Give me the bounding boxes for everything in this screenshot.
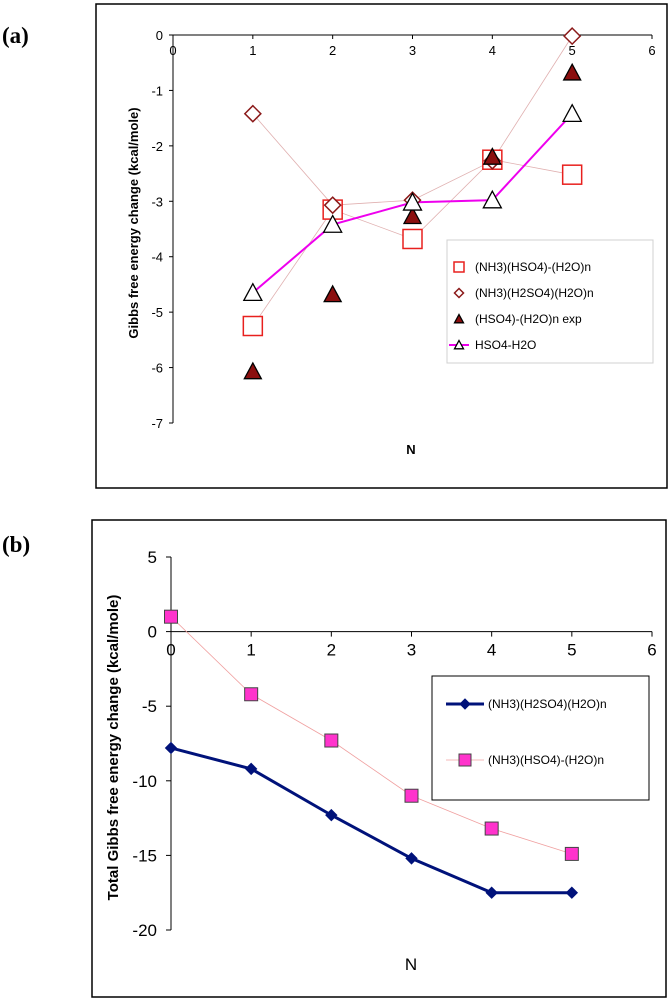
data-point-hso4-h2o (482, 189, 503, 209)
data-point-nh3-h2so4-h2o-n (325, 808, 338, 822)
y-axis-title: Total Gibbs free energy change (kcal/mol… (105, 595, 122, 901)
data-point-nh3-hso4-h2o-n (561, 164, 583, 185)
legend-marker-hso4-h2o-n-exp (453, 313, 465, 324)
data-point-nh3-h2so4-h2o-n (244, 762, 258, 776)
y-tick-label: -10 (132, 772, 157, 791)
x-tick-label: 0 (166, 641, 175, 660)
data-point-nh3-h2so4-h2o-n (565, 886, 579, 899)
legend-label-hso4-h2o: HSO4-H2O (475, 338, 536, 352)
data-point-hso4-h2o-n-exp (243, 361, 263, 380)
legend-marker-nh3-hso4-h2o-n (458, 753, 472, 767)
data-point-hso4-h2o (562, 103, 583, 123)
legend-a: (NH3)(HSO4)-(H2O)n (NH3)(H2SO4)(H2O)n (HSO… (446, 239, 654, 364)
y-tick-label: -4 (151, 250, 163, 265)
data-point-nh3-hso4-h2o-n (324, 733, 339, 748)
y-axis-title: Gibbs free energy change (kcal/mole) (126, 107, 141, 338)
data-point-hso4-h2o (322, 214, 343, 233)
legend-b: (NH3)(H2SO4)(H2O)n (NH3)(HSO4)-(H2O)n (431, 675, 650, 801)
y-tick-label: -15 (132, 846, 157, 865)
y-tick-label: -5 (151, 305, 163, 320)
legend-marker-hso4-h2o (453, 339, 465, 350)
legend-marker-nh3-h2so4-h2o-n (453, 287, 465, 299)
legend-b-box (431, 675, 650, 801)
data-point-nh3-hso4-h2o-n (402, 228, 423, 250)
chart-b: 0 1 2 3 4 5 6 5 0 -5 -10 -15 -20 Total Gibbs free ene… (105, 548, 657, 974)
series-line-nh3-hso4-h2o-n (170, 616, 572, 855)
y-tick-label: -20 (132, 921, 157, 940)
data-point-nh3-h2so4-h2o-n (563, 27, 582, 46)
legend-label-nh3-hso4-h2o-n: (NH3)(HSO4)-(H2O)n (488, 753, 604, 767)
data-point-nh3-hso4-h2o-n (164, 609, 178, 624)
y-tick-label: 0 (148, 623, 157, 642)
panel-a-label: (a) (2, 23, 29, 48)
y-tick-label: 5 (148, 548, 157, 567)
x-tick-label: 3 (409, 43, 416, 58)
data-point-hso4-h2o (242, 282, 263, 302)
legend-marker-nh3-h2so4-h2o-n (459, 698, 471, 710)
panel-b-label: (b) (2, 532, 30, 557)
data-point-hso4-h2o-n-exp (402, 206, 423, 225)
y-tick-label: -1 (151, 83, 163, 98)
x-tick-label: 6 (648, 43, 655, 58)
legend-label-nh3-h2so4-h2o-n: (NH3)(H2SO4)(H2O)n (475, 286, 594, 300)
legend-marker-nh3-hso4-h2o-n (453, 261, 465, 273)
y-tick-label: -3 (151, 194, 163, 209)
data-point-nh3-hso4-h2o-n (564, 846, 579, 861)
x-axis-title: N (406, 442, 415, 457)
y-tick-label: -6 (151, 361, 163, 376)
x-tick-label: 6 (647, 641, 656, 660)
legend-label-nh3-hso4-h2o-n: (NH3)(HSO4)-(H2O)n (475, 260, 591, 274)
data-point-hso4-h2o-n-exp (482, 147, 502, 165)
x-tick-label: 5 (567, 641, 576, 660)
x-tick-label: 3 (407, 641, 416, 660)
y-tick-label: 0 (156, 28, 163, 43)
data-point-hso4-h2o-n-exp (323, 284, 343, 303)
x-tick-label: 4 (489, 43, 496, 58)
legend-a-box (446, 239, 654, 364)
data-point-nh3-hso4-h2o-n (244, 687, 259, 702)
x-tick-label: 4 (487, 641, 496, 660)
data-point-nh3-hso4-h2o-n (242, 315, 264, 337)
series-line-nh3-h2so4-h2o-n (170, 746, 572, 895)
legend-label-hso4-h2o-n-exp: (HSO4)-(H2O)n exp (475, 312, 582, 326)
y-tick-label: -7 (151, 416, 163, 431)
data-point-hso4-h2o (402, 192, 423, 211)
legend-label-nh3-h2so4-h2o-n: (NH3)(H2SO4)(H2O)n (488, 697, 607, 711)
x-tick-label: 1 (249, 43, 256, 58)
data-point-nh3-h2so4-h2o-n (485, 886, 498, 899)
x-tick-label: 2 (327, 641, 336, 660)
x-tick-label: 0 (169, 43, 176, 58)
data-point-nh3-hso4-h2o-n (484, 821, 499, 836)
data-point-nh3-h2so4-h2o-n (243, 104, 262, 123)
chart-a: 0 1 2 3 4 5 6 0 -1 -2 -3 -4 -5 -6 -7 Gibbs free energy … (126, 27, 656, 457)
y-tick-label: -2 (151, 139, 163, 154)
data-point-nh3-h2so4-h2o-n (164, 741, 178, 755)
data-point-nh3-h2so4-h2o-n (405, 852, 418, 865)
x-tick-label: 2 (329, 43, 336, 58)
y-tick-label: -5 (142, 697, 157, 716)
x-tick-label: 1 (246, 641, 255, 660)
x-axis-title: N (405, 955, 417, 974)
data-point-nh3-h2so4-h2o-n (323, 196, 342, 215)
data-point-nh3-hso4-h2o-n (404, 788, 419, 803)
data-point-hso4-h2o-n-exp (562, 62, 582, 81)
x-tick-label: 5 (569, 43, 576, 58)
